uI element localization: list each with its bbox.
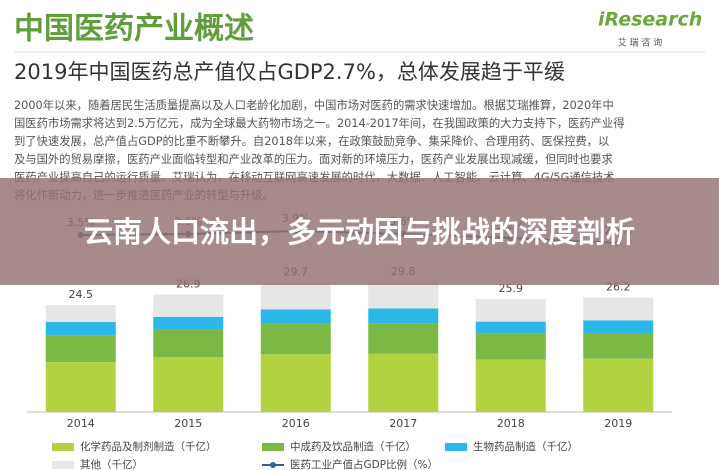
bar-segment (45, 335, 116, 363)
legend-label: 其他（千亿） (80, 458, 143, 470)
bar-segment (475, 298, 546, 322)
bar-segment (368, 281, 439, 309)
legend-swatch (52, 443, 74, 451)
logo: iResearch (598, 9, 702, 31)
legend-dot (270, 462, 276, 468)
slide-title: 中国医药产业概述 (14, 12, 254, 47)
bar-segment (45, 362, 116, 412)
bar-segment (583, 332, 654, 359)
paragraph-line: 到了快速发展，总产值占GDP的比重不断攀升。自2018年以来，在政策鼓励竞争、集… (14, 134, 609, 148)
legend-label: 中成药及饮品制造（千亿） (290, 440, 416, 453)
bar-segment (45, 305, 116, 323)
paragraph-line: 及与国外的贸易摩擦，医药产业面临转型和产业改革的压力。面对新的环境压力，医药产业… (14, 152, 613, 166)
bar-segment (153, 294, 224, 317)
legend-swatch (262, 443, 284, 451)
overlay-title: 云南人口流出，多元动因与挑战的深度剖析 (83, 214, 635, 249)
bar-segment (368, 353, 439, 412)
bar-segment (368, 323, 439, 354)
bar-segment (153, 329, 224, 357)
bar-segment (475, 321, 546, 334)
overlay-banner: 云南人口流出，多元动因与挑战的深度剖析 (0, 178, 719, 285)
bar-segment (260, 354, 331, 412)
bar-segment (153, 316, 224, 330)
x-tick-label: 2019 (604, 417, 632, 430)
bar-segment (583, 320, 654, 333)
x-tick-label: 2015 (174, 417, 202, 430)
bar-segment (475, 359, 546, 412)
bar-segment (260, 282, 331, 310)
x-tick-label: 2016 (282, 417, 310, 430)
bar-segment (260, 323, 331, 355)
legend-label: 化学药品及制剂制造（千亿） (80, 440, 217, 453)
legend-label: 医药工业产值占GDP比例（%） (290, 458, 438, 470)
bar-segment (583, 358, 654, 412)
x-tick-label: 2018 (497, 417, 525, 430)
legend-swatch (52, 461, 74, 469)
bar-segment (260, 309, 331, 324)
x-tick-label: 2014 (67, 417, 95, 430)
bar-segment (475, 333, 546, 360)
paragraph-line: 国医药市场需求将达到2.5万亿元，成为全球最大药物市场之一。2014-2017年… (14, 116, 625, 130)
bar-segment (153, 356, 224, 412)
legend-swatch (445, 443, 467, 451)
total-label: 25.9 (499, 282, 524, 295)
subtitle: 2019年中国医药总产值仅占GDP2.7%，总体发展趋于平缓 (14, 60, 565, 84)
bar-segment (368, 308, 439, 324)
paragraph-line: 2000年以来，随着居民生活质量提高以及人口老龄化加剧，中国市场对医药的需求快速… (14, 98, 614, 112)
x-tick-label: 2017 (389, 417, 417, 430)
bar-segment (45, 322, 116, 336)
bar-segment (583, 297, 654, 321)
legend-label: 生物药品制造（千亿） (473, 440, 578, 453)
total-label: 24.5 (69, 288, 94, 301)
logo-sub: 艾 瑞 咨 询 (618, 37, 663, 49)
